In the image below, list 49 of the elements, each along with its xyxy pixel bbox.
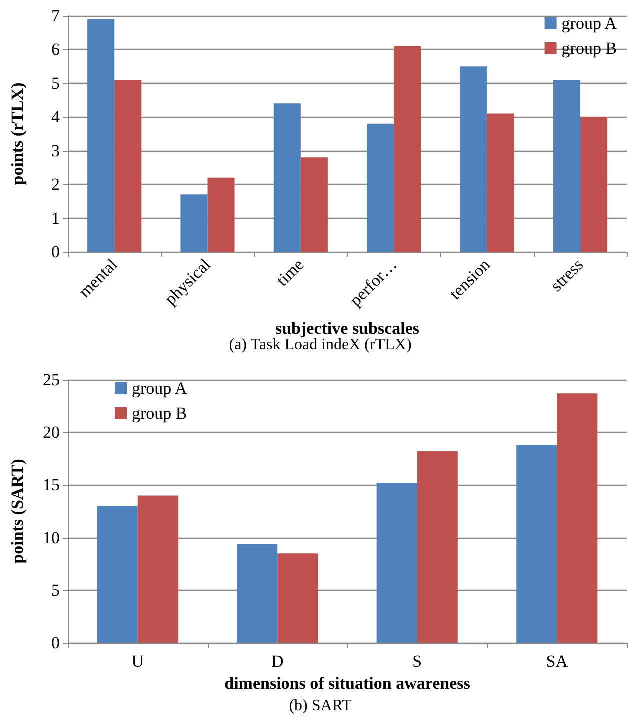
- y-axis-title: points (rTLX): [8, 82, 27, 186]
- bar: [487, 114, 514, 252]
- y-tick-label: 5: [52, 74, 60, 93]
- y-tick-label: 10: [43, 528, 60, 548]
- text: (b) SART: [289, 698, 352, 714]
- y-tick-label: 15: [43, 476, 60, 495]
- x-tick-label: S: [412, 652, 422, 671]
- y-tick-label: 2: [52, 175, 60, 194]
- bar: [88, 19, 115, 252]
- bar: [460, 66, 488, 252]
- bar: [208, 178, 235, 252]
- bar: [376, 483, 418, 643]
- x-axis-title: dimensions of situation awareness: [224, 674, 471, 693]
- bar: [274, 104, 301, 252]
- legend-label: group B: [132, 404, 188, 423]
- y-tick-label: 4: [52, 108, 60, 127]
- bar: [553, 80, 580, 252]
- bar: [180, 194, 208, 252]
- x-tick-label: D: [271, 652, 284, 671]
- y-tick-label: 1: [52, 208, 60, 228]
- y-tick-label: 5: [52, 580, 60, 600]
- y-tick-label: 0: [52, 242, 60, 262]
- legend-label: group B: [562, 39, 618, 58]
- y-tick-label: 3: [52, 141, 60, 160]
- text: (a) Task Load indeX (rTLX): [229, 336, 412, 354]
- y-axis-title: points (SART): [8, 459, 27, 564]
- y-tick-label: 0: [52, 634, 60, 652]
- bar: [237, 544, 278, 643]
- bar: [394, 46, 422, 252]
- y-tick-label: 6: [52, 40, 60, 60]
- bar: [300, 158, 328, 252]
- bar: [367, 124, 394, 252]
- x-tick-label: U: [132, 652, 144, 671]
- bar: [138, 496, 178, 643]
- bar: [278, 554, 318, 643]
- y-tick-label: 25: [43, 370, 60, 390]
- bar: [516, 445, 558, 643]
- bar: [580, 117, 608, 252]
- bar: [97, 506, 138, 643]
- legend-label: group A: [132, 379, 188, 398]
- bar: [557, 394, 598, 643]
- bar: [114, 80, 142, 252]
- bar: [417, 452, 458, 643]
- y-tick-label: 20: [43, 423, 60, 442]
- legend-label: group A: [562, 14, 618, 33]
- y-tick-label: 7: [52, 6, 60, 26]
- x-axis-title: subjective subscales: [275, 319, 420, 338]
- x-tick-label: SA: [546, 652, 569, 671]
- x-tick-label: time: [272, 255, 308, 290]
